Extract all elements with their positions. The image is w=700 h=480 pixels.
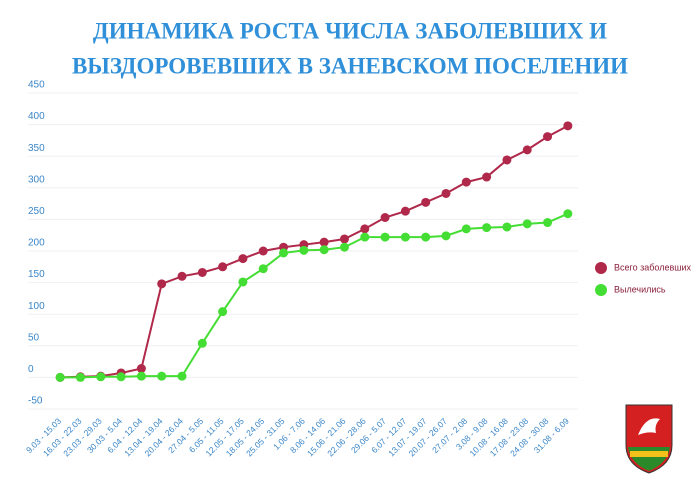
y-tick-label: 400 (28, 111, 45, 122)
point (461, 177, 471, 187)
chart-title: ВЫЗДОРОВЕВШИХ В ЗАНЕВСКОМ ПОСЕЛЕНИИ (72, 53, 628, 78)
point (55, 372, 65, 382)
point (441, 231, 451, 241)
point (400, 232, 410, 242)
point (299, 245, 309, 255)
point (218, 262, 228, 272)
point (502, 222, 512, 232)
point (360, 232, 370, 242)
point (543, 132, 553, 142)
point (421, 232, 431, 242)
point (96, 372, 106, 382)
y-tick-label: 50 (28, 332, 40, 343)
point (482, 223, 492, 233)
y-tick-label: 200 (28, 238, 45, 249)
point (136, 364, 146, 374)
point (380, 232, 390, 242)
point (238, 254, 248, 264)
point (339, 242, 349, 252)
y-tick-label: 250 (28, 206, 45, 217)
point (258, 264, 268, 274)
point (563, 121, 573, 131)
point (502, 155, 512, 165)
y-tick-label: 350 (28, 143, 45, 154)
point (279, 248, 289, 258)
legend-label: Вылечились (614, 284, 666, 294)
legend-marker (595, 262, 607, 274)
legend-marker (595, 284, 607, 296)
point (197, 267, 207, 277)
point (197, 338, 207, 348)
point (238, 277, 248, 287)
point (543, 218, 553, 228)
point (421, 197, 431, 207)
point (380, 213, 390, 223)
point (218, 307, 228, 317)
series-line (60, 124, 569, 379)
point (441, 188, 451, 198)
point (177, 271, 187, 281)
point (461, 224, 471, 234)
point (482, 172, 492, 182)
legend-label: Всего заболевших (614, 262, 691, 272)
emblem (625, 404, 673, 474)
point (360, 224, 370, 234)
series-line (60, 212, 569, 379)
y-tick-label: -50 (28, 396, 43, 407)
point (157, 279, 167, 289)
point (522, 219, 532, 229)
point (116, 372, 126, 382)
chart-title: ДИНАМИКА РОСТА ЧИСЛА ЗАБОЛЕВШИХ И (93, 18, 607, 43)
point (177, 371, 187, 381)
point (319, 245, 329, 255)
point (339, 234, 349, 244)
y-tick-label: 0 (28, 364, 34, 375)
y-tick-label: 450 (28, 80, 45, 91)
y-tick-label: 300 (28, 174, 45, 185)
point (400, 206, 410, 216)
point (258, 246, 268, 256)
point (157, 371, 167, 381)
point (136, 371, 146, 381)
point (319, 237, 329, 247)
point (522, 145, 532, 155)
y-tick-label: 100 (28, 301, 45, 312)
y-tick-label: 150 (28, 269, 45, 280)
point (75, 372, 85, 382)
point (563, 209, 573, 219)
